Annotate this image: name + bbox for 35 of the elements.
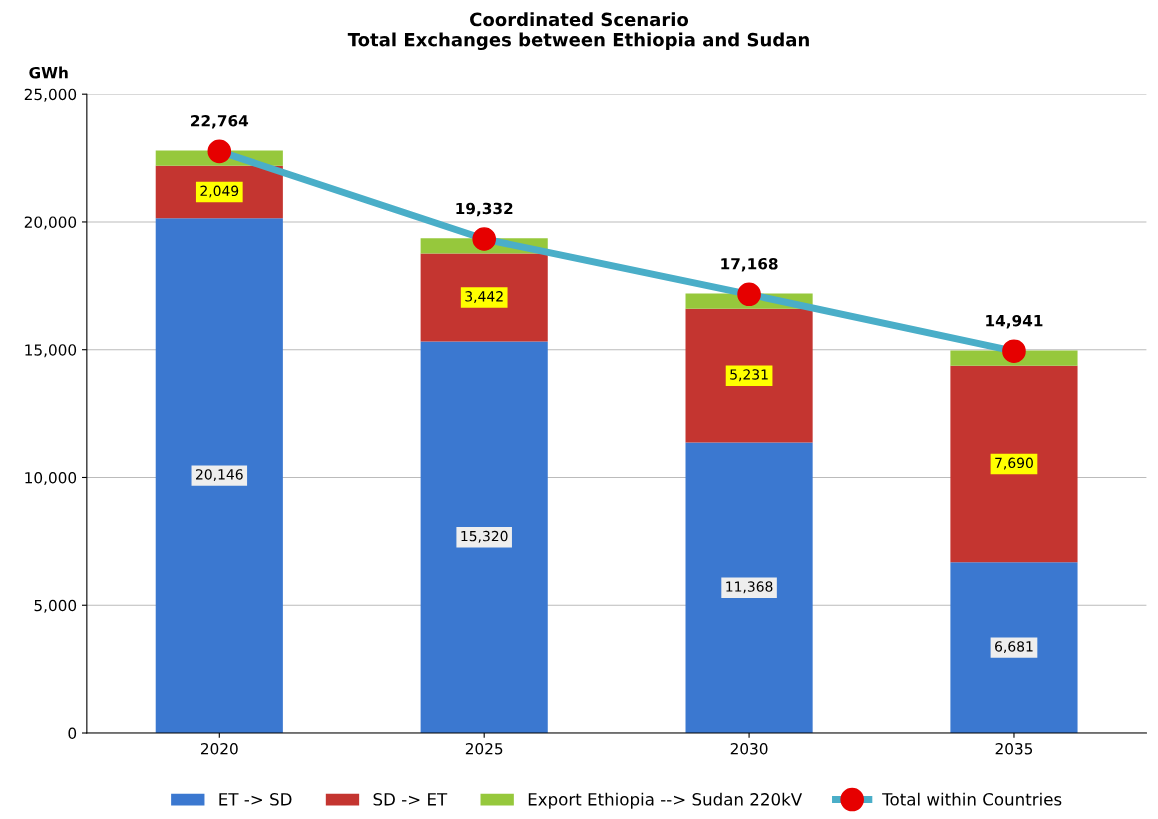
y-tick-label: 15,000	[25, 344, 77, 358]
y-tick-label: 10,000	[25, 471, 77, 486]
data-label: 2,049	[200, 185, 239, 198]
legend-label: ET -> SD	[219, 793, 292, 806]
y-axis-title: GWh	[29, 66, 68, 79]
data-label: 17,168	[721, 257, 778, 272]
data-label: 6,681	[995, 641, 1033, 654]
x-tick-label: 2030	[730, 743, 768, 755]
legend-label: Export Ethiopia --> Sudan 220kV	[528, 792, 803, 809]
data-label: 11,368	[726, 581, 773, 594]
y-tick-label: 5,000	[34, 599, 77, 613]
data-label: 3,442	[465, 291, 503, 304]
data-label: 5,231	[730, 369, 768, 382]
data-label: 14,941	[986, 314, 1043, 329]
y-tick-label: 0	[68, 727, 77, 740]
legend-label: SD -> ET	[373, 793, 448, 806]
data-label: 7,690	[995, 457, 1033, 470]
bar	[420, 253, 548, 342]
x-tick-label: 2020	[200, 743, 238, 755]
x-tick-label: 2025	[465, 743, 503, 755]
data-label: 19,332	[456, 202, 513, 217]
bar	[420, 341, 548, 733]
x-tick-label: 2035	[995, 743, 1033, 755]
bar	[685, 308, 813, 443]
data-label: 15,320	[461, 530, 508, 543]
data-label: 22,764	[191, 114, 249, 129]
chart-title: Coordinated Scenario Total Exchanges between Ethiopia and Sudan	[347, 12, 809, 51]
data-label: 20,146	[196, 469, 243, 482]
bar	[685, 442, 813, 733]
bar	[950, 365, 1078, 563]
bar	[950, 562, 1078, 733]
bar	[155, 218, 283, 733]
y-tick-label: 25,000	[24, 88, 77, 102]
y-tick-label: 20,000	[24, 216, 77, 230]
legend-label: Total within Countries	[882, 792, 1062, 806]
